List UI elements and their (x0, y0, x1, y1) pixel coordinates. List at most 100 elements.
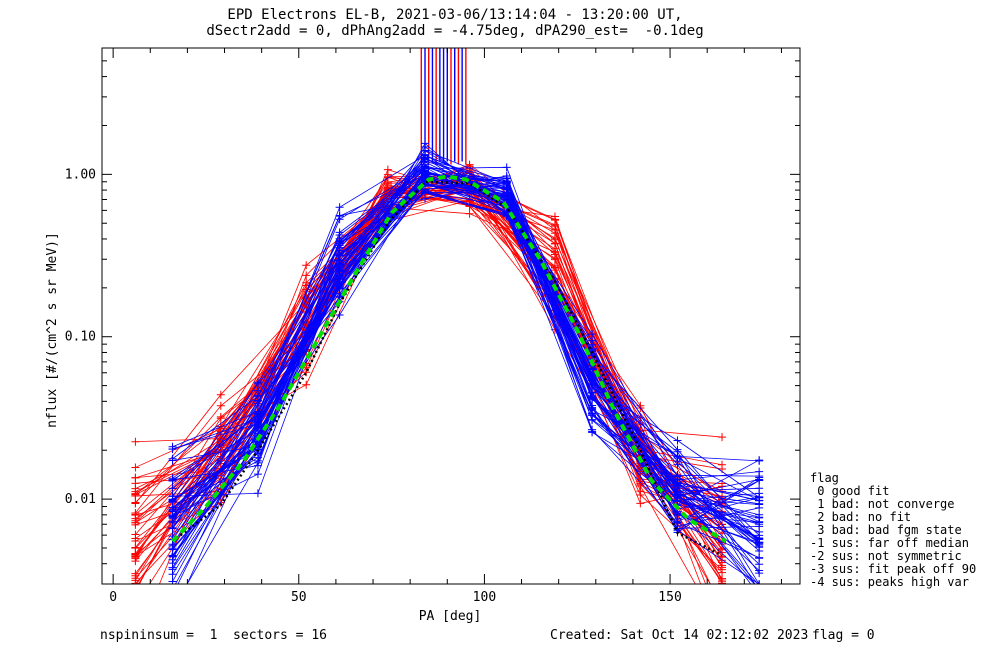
data-point-marker (253, 412, 262, 421)
legend-item: 2 bad: no fit (810, 510, 912, 524)
data-point-marker (131, 544, 140, 553)
data-point-marker (335, 267, 344, 276)
legend-item: -2 sus: not symmetric (810, 549, 962, 563)
legend-item: -4 sus: peaks high var (810, 575, 969, 589)
data-point-marker (502, 192, 511, 201)
series-trace-red (135, 179, 723, 566)
axes-layer: 0 50 100 150 0.01 0.10 1.00 (65, 47, 801, 605)
data-point-marker (253, 396, 262, 405)
series-trace-blue (172, 175, 760, 544)
data-point-marker (335, 211, 344, 220)
series-trace-red (138, 181, 723, 584)
data-point-marker (502, 183, 511, 192)
series-trace-red (135, 187, 723, 558)
legend-item: -3 sus: fit peak off 90 (810, 562, 977, 576)
data-point-marker (131, 587, 139, 595)
data-point-marker (168, 495, 177, 504)
data-point-marker (588, 330, 597, 339)
data-point-marker (588, 393, 597, 402)
data-point-marker (168, 484, 177, 493)
data-point-marker (588, 415, 597, 424)
data-point-marker (131, 463, 140, 472)
data-point-marker (421, 170, 430, 179)
footer-flag: flag = 0 (812, 628, 875, 643)
x-tick-label: 50 (291, 590, 307, 605)
data-point-marker (131, 498, 140, 507)
data-point-marker (168, 559, 177, 568)
y-axis-label: nflux [#/(cm^2 s sr MeV)] (45, 232, 60, 428)
y-tick-label: 0.10 (65, 330, 96, 345)
series-trace-blue (186, 150, 760, 584)
x-tick-label: 100 (473, 590, 496, 605)
data-point-marker (673, 493, 682, 502)
footer-spin-info: nspininsum = 1 sectors = 16 (100, 628, 327, 643)
data-point-marker (755, 517, 764, 526)
series-trace-blue (172, 192, 760, 584)
series-trace-blue (172, 191, 760, 518)
data-point-marker (755, 585, 763, 593)
data-point-marker (421, 146, 430, 155)
x-tick-label: 150 (658, 590, 681, 605)
data-point-marker (673, 517, 682, 526)
series-trace-blue (172, 161, 760, 524)
series-trace-blue (172, 160, 760, 540)
data-point-marker (588, 365, 597, 374)
data-point-marker (131, 437, 140, 446)
data-point-marker (168, 570, 177, 579)
series-trace-blue (177, 181, 760, 584)
data-point-marker (465, 209, 474, 218)
data-point-marker (169, 605, 177, 613)
data-point-marker (636, 490, 645, 499)
data-point-marker (755, 476, 764, 485)
data-point-marker (168, 475, 177, 484)
data-point-marker (502, 173, 511, 182)
series-layer (131, 48, 764, 613)
data-point-marker (755, 584, 763, 592)
data-point-marker (131, 554, 140, 563)
series-trace-blue (172, 166, 760, 519)
data-point-marker (755, 591, 763, 599)
data-point-marker (134, 581, 136, 584)
data-point-marker (673, 436, 682, 445)
series-trace-red (135, 199, 723, 526)
series-trace-red (138, 189, 723, 584)
legend-item: -1 sus: far off median (810, 536, 969, 550)
series-trace-red (135, 171, 723, 579)
series-trace-blue (172, 183, 752, 584)
series-trace-red (135, 171, 723, 574)
chart-title-line1: EPD Electrons EL-B, 2021-03-06/13:14:04 … (227, 7, 683, 23)
series-trace-red (135, 182, 702, 584)
data-point-marker (335, 274, 344, 283)
data-point-marker (755, 496, 764, 505)
series-trace-red (135, 177, 723, 577)
series-trace-red (135, 187, 723, 579)
data-point-marker (421, 188, 430, 197)
data-point-marker (168, 577, 177, 584)
plot-frame (101, 47, 801, 585)
data-point-marker (168, 454, 177, 463)
data-point-marker (302, 261, 311, 270)
series-trace-blue (172, 175, 760, 497)
data-point-marker (131, 473, 140, 482)
data-point-marker (131, 588, 139, 596)
footer-created: Created: Sat Oct 14 02:12:02 2023 (550, 628, 809, 643)
legend-item: 1 bad: not converge (810, 497, 955, 511)
data-point-marker (168, 506, 177, 515)
x-tick-label: 0 (109, 590, 117, 605)
data-point-marker (131, 574, 140, 583)
data-point-marker (383, 165, 392, 174)
data-point-marker (550, 220, 559, 229)
data-point-marker (216, 414, 225, 423)
series-trace-red (139, 174, 723, 584)
legend-item: 3 bad: bad fgm state (810, 523, 962, 537)
data-point-marker (131, 484, 140, 493)
data-point-marker (755, 587, 763, 595)
data-point-marker (131, 586, 139, 594)
data-point-marker (383, 173, 392, 182)
data-point-marker (253, 470, 262, 479)
data-point-marker (718, 433, 727, 442)
series-trace-red (149, 184, 723, 584)
series-trace-red (136, 190, 723, 584)
data-point-marker (335, 228, 344, 237)
data-point-marker (755, 484, 764, 493)
